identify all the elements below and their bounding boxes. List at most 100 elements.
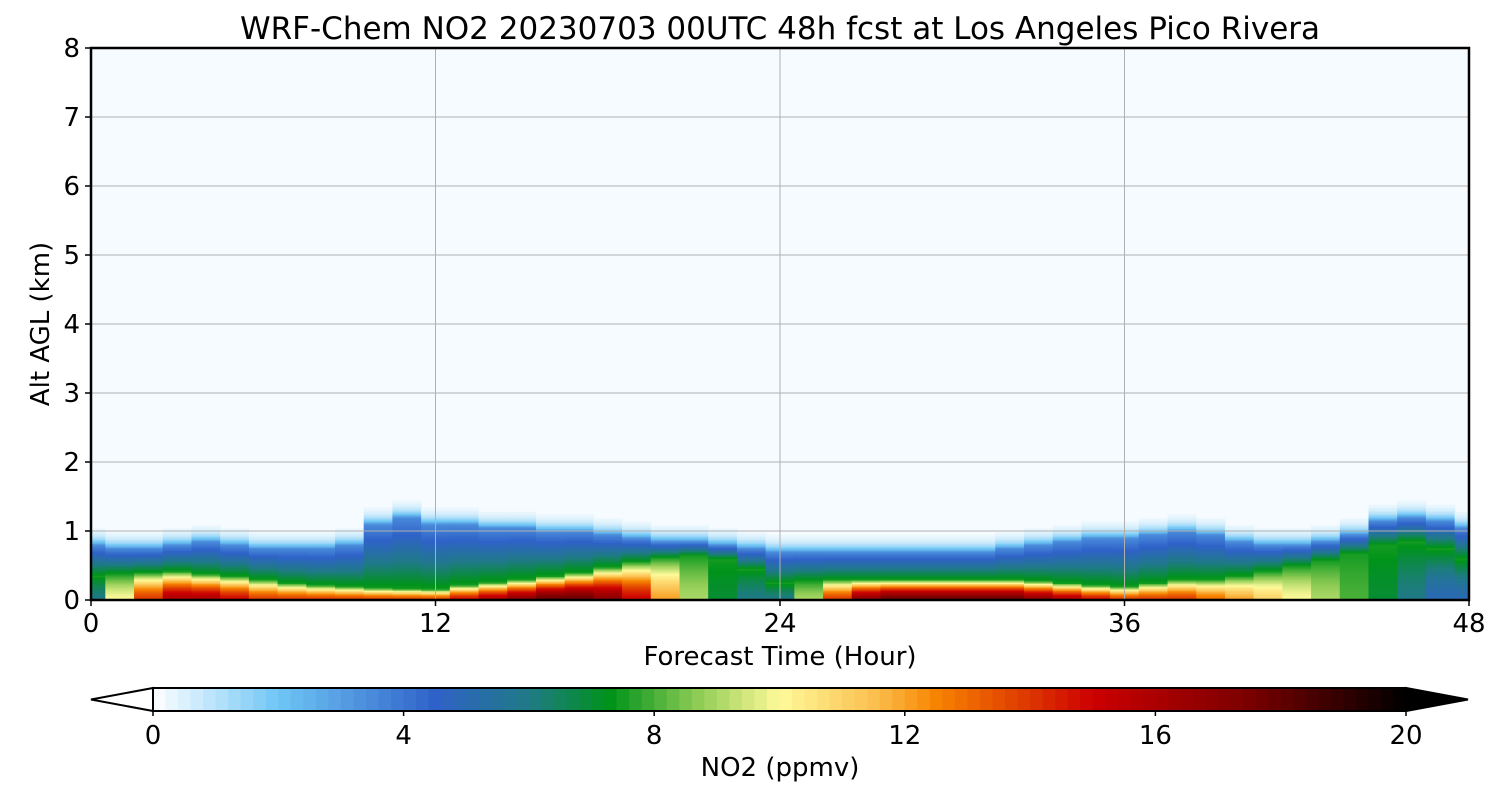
- field-cell: [564, 597, 594, 600]
- field-cell: [1024, 593, 1054, 596]
- field-cell: [823, 576, 853, 579]
- field-cell: [966, 548, 996, 551]
- field-cell: [1454, 587, 1469, 590]
- field-cell: [277, 562, 307, 565]
- field-cell: [449, 564, 480, 567]
- field-cell: [1454, 577, 1469, 580]
- field-cell: [937, 564, 968, 567]
- field-cell: [1167, 531, 1197, 533]
- colorbar-cell: [616, 688, 630, 711]
- field-cell: [1196, 553, 1226, 556]
- field-cell: [937, 535, 968, 538]
- field-cell: [1081, 551, 1111, 554]
- field-cell: [392, 510, 422, 513]
- field-cell: [1425, 544, 1456, 547]
- field-cell: [679, 558, 709, 561]
- field-cell: [306, 535, 336, 538]
- field-cell: [1339, 569, 1370, 572]
- field-cell: [966, 576, 996, 579]
- field-cell: [507, 561, 537, 564]
- field-cell: [1397, 510, 1427, 513]
- field-cell: [478, 526, 508, 529]
- field-cell: [392, 506, 422, 509]
- field-cell: [392, 550, 422, 553]
- field-cell: [1368, 507, 1398, 510]
- field-cell: [220, 568, 250, 571]
- field-cell: [363, 586, 394, 589]
- field-cell: [105, 593, 135, 596]
- colorbar-cell: [203, 688, 217, 711]
- field-cell: [1167, 588, 1197, 591]
- field-cell: [679, 577, 709, 580]
- field-cell: [1253, 587, 1283, 590]
- field-cell: [335, 579, 365, 582]
- field-cell: [507, 576, 537, 579]
- field-cell: [277, 539, 307, 542]
- field-cell: [507, 566, 537, 569]
- field-cell: [277, 569, 307, 572]
- field-cell: [966, 566, 996, 569]
- field-cell: [708, 544, 738, 547]
- field-cell: [449, 548, 480, 551]
- field-cell: [564, 587, 594, 590]
- field-cell: [909, 575, 939, 578]
- field-cell: [1339, 543, 1370, 546]
- field-cell: [679, 543, 709, 546]
- field-cell: [1224, 569, 1255, 572]
- field-cell: [593, 562, 623, 565]
- field-cell: [191, 588, 221, 591]
- field-cell: [622, 535, 652, 538]
- field-cell: [593, 584, 623, 587]
- field-cell: [1397, 559, 1427, 562]
- field-cell: [995, 595, 1025, 598]
- field-cell: [1425, 597, 1456, 600]
- field-cell: [995, 535, 1025, 538]
- field-cell: [995, 591, 1025, 594]
- field-cell: [679, 562, 709, 565]
- field-cell: [1425, 588, 1456, 591]
- field-cell: [535, 588, 566, 591]
- field-cell: [220, 579, 250, 582]
- field-cell: [162, 571, 193, 573]
- field-cell: [191, 579, 221, 582]
- field-cell: [449, 536, 480, 539]
- field-cell: [1024, 591, 1054, 594]
- field-cell: [1081, 586, 1111, 589]
- field-cell: [1052, 566, 1083, 569]
- field-cell: [736, 593, 767, 596]
- field-cell: [306, 553, 336, 556]
- field-cell: [478, 524, 508, 527]
- field-cell: [794, 586, 824, 589]
- field-cell: [306, 577, 336, 580]
- field-cell: [91, 528, 106, 531]
- field-cell: [535, 559, 566, 562]
- field-cell: [1081, 564, 1111, 567]
- field-cell: [679, 593, 709, 596]
- field-cell: [1138, 533, 1169, 536]
- field-cell: [248, 566, 279, 569]
- field-cell: [1368, 546, 1398, 549]
- field-cell: [593, 565, 623, 568]
- field-cell: [1339, 571, 1370, 573]
- field-cell: [1167, 522, 1197, 525]
- field-cell: [1138, 546, 1169, 549]
- field-cell: [823, 593, 853, 596]
- field-cell: [1425, 521, 1456, 524]
- field-cell: [1425, 543, 1456, 546]
- field-cell: [363, 564, 394, 567]
- field-cell: [191, 536, 221, 539]
- field-cell: [1282, 537, 1312, 540]
- field-cell: [622, 571, 652, 573]
- field-cell: [564, 557, 594, 560]
- colorbar-cell: [842, 688, 856, 711]
- field-cell: [823, 566, 853, 569]
- field-cell: [794, 559, 824, 562]
- field-cell: [1196, 597, 1226, 600]
- field-cell: [1224, 559, 1255, 562]
- field-cell: [1253, 586, 1283, 589]
- field-cell: [708, 566, 738, 569]
- colorbar-cell: [666, 688, 680, 711]
- field-cell: [134, 587, 164, 590]
- field-cell: [1224, 535, 1255, 538]
- field-cell: [823, 590, 853, 593]
